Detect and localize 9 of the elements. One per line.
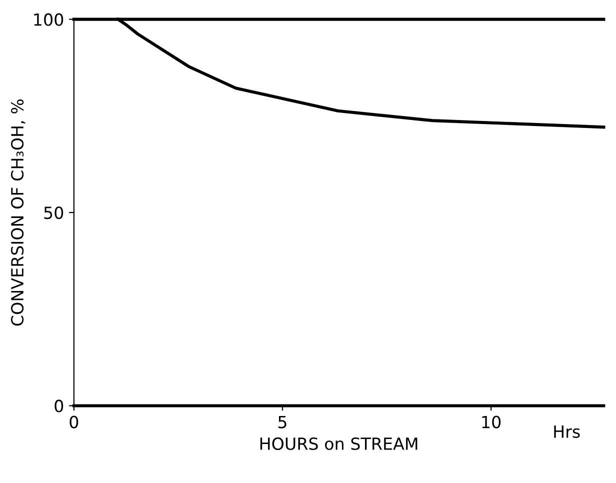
x-tick-label: 5 <box>278 416 286 428</box>
text: Hrs <box>554 426 580 438</box>
y-tick-label: 100 <box>34 13 64 26</box>
x-tick-label: 10 <box>482 416 501 428</box>
x-tick-label: 0 <box>70 416 78 428</box>
y-tick-label: 0 <box>54 400 64 412</box>
y-axis-title: CONVERSION OF CH₃OH, % <box>10 99 26 326</box>
x-axis-title: HOURS on STREAM <box>260 437 418 450</box>
y-tick-label: 50 <box>44 206 64 220</box>
